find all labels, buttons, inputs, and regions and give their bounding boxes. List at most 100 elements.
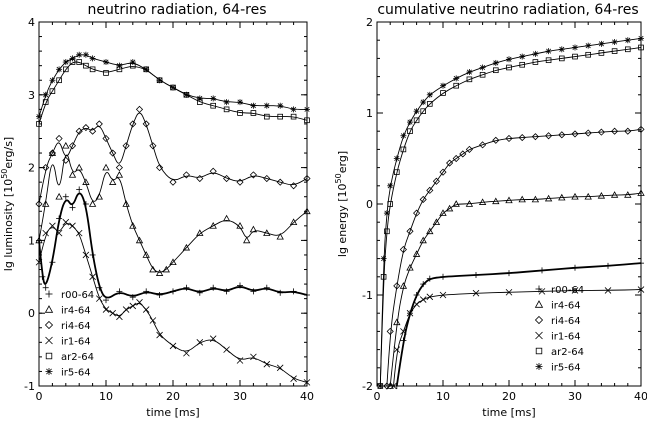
data-point — [419, 236, 427, 244]
luminosity-chart: neutrino radiation, 64-res 0 10 20 30 40 -10… — [0, 2, 314, 419]
data-point — [584, 192, 592, 200]
data-point — [210, 95, 217, 102]
y-tick-label: 0 — [28, 307, 35, 320]
legend-marker — [44, 320, 54, 330]
data-point — [440, 273, 446, 280]
data-point — [624, 37, 631, 44]
data-point — [162, 265, 170, 273]
data-point — [56, 66, 63, 73]
y-tick-label: 4 — [28, 16, 35, 29]
data-point — [115, 164, 123, 172]
data-point — [35, 200, 43, 208]
data-point — [377, 383, 384, 389]
data-point — [209, 222, 217, 229]
data-point — [304, 106, 310, 113]
y-axis-label-sup: 50 — [0, 169, 9, 179]
data-point — [109, 178, 117, 185]
data-point — [116, 313, 123, 321]
data-point — [63, 66, 69, 73]
data-point — [289, 218, 298, 226]
data-point — [169, 178, 177, 186]
data-point — [478, 198, 487, 205]
data-point — [290, 375, 297, 383]
data-point — [196, 174, 204, 183]
data-point — [492, 197, 500, 205]
data-point — [48, 149, 56, 157]
x-tick-label: 0 — [374, 390, 381, 403]
data-point — [571, 192, 579, 200]
data-point — [89, 127, 97, 135]
data-point — [390, 382, 397, 390]
data-point — [432, 218, 441, 226]
data-point — [42, 284, 49, 291]
data-point — [115, 171, 124, 178]
data-point — [109, 309, 116, 317]
data-point — [135, 236, 144, 244]
data-point — [76, 59, 83, 65]
y-tick-label: 2 — [366, 16, 373, 29]
data-point — [223, 99, 230, 106]
data-point — [597, 128, 605, 136]
data-point — [452, 200, 460, 207]
data-point — [386, 382, 394, 389]
data-point — [400, 328, 407, 335]
data-point — [598, 40, 605, 47]
legend-item: ri4-64 — [44, 320, 91, 332]
data-point — [277, 289, 284, 296]
data-point — [290, 288, 297, 295]
data-point — [169, 342, 177, 350]
data-point — [89, 55, 96, 62]
data-point — [56, 215, 63, 222]
x-tick-label: 10 — [436, 390, 450, 403]
data-point — [156, 164, 164, 172]
data-point — [598, 50, 605, 56]
data-point — [250, 288, 257, 295]
legend-label: ar2-64 — [551, 347, 584, 358]
data-point — [96, 284, 103, 291]
y-axis-label-pre: lg luminosity [10 — [2, 179, 15, 271]
data-point — [210, 284, 217, 291]
legend-item: ir4-64 — [44, 305, 91, 317]
legend-marker — [44, 305, 54, 313]
data-point — [263, 229, 271, 236]
series-line — [389, 192, 642, 387]
data-point — [558, 131, 566, 139]
data-point — [276, 232, 284, 240]
data-point — [479, 71, 486, 78]
legend-marker — [45, 368, 53, 375]
data-point — [49, 259, 56, 266]
legend-marker — [534, 315, 544, 325]
data-point — [49, 77, 56, 84]
data-point — [222, 214, 231, 222]
data-point — [426, 101, 433, 107]
data-point — [439, 291, 447, 299]
data-point — [479, 64, 486, 71]
data-point — [68, 142, 77, 150]
data-point — [532, 59, 539, 65]
series-layer — [35, 51, 311, 386]
series-line — [38, 154, 308, 273]
x-tick-label: 30 — [233, 390, 247, 403]
legend-label: ri4-64 — [551, 316, 581, 327]
y-tick-label: 3 — [28, 89, 35, 102]
data-point — [170, 84, 176, 91]
data-point — [393, 169, 400, 175]
data-point — [384, 228, 390, 235]
x-tick-label: 10 — [99, 390, 113, 403]
data-point — [605, 262, 611, 269]
data-point — [182, 171, 190, 179]
data-point — [42, 91, 49, 98]
legend-marker — [534, 300, 544, 308]
data-point — [276, 178, 284, 186]
data-point — [439, 209, 447, 216]
data-point — [236, 178, 244, 186]
data-point — [62, 59, 69, 66]
data-point — [55, 229, 63, 237]
data-point — [36, 121, 42, 127]
data-point — [585, 42, 592, 49]
data-point — [196, 95, 203, 102]
data-point — [209, 335, 217, 342]
x-tick-label: 30 — [568, 390, 582, 403]
data-point — [149, 265, 157, 273]
series-line — [393, 289, 642, 387]
